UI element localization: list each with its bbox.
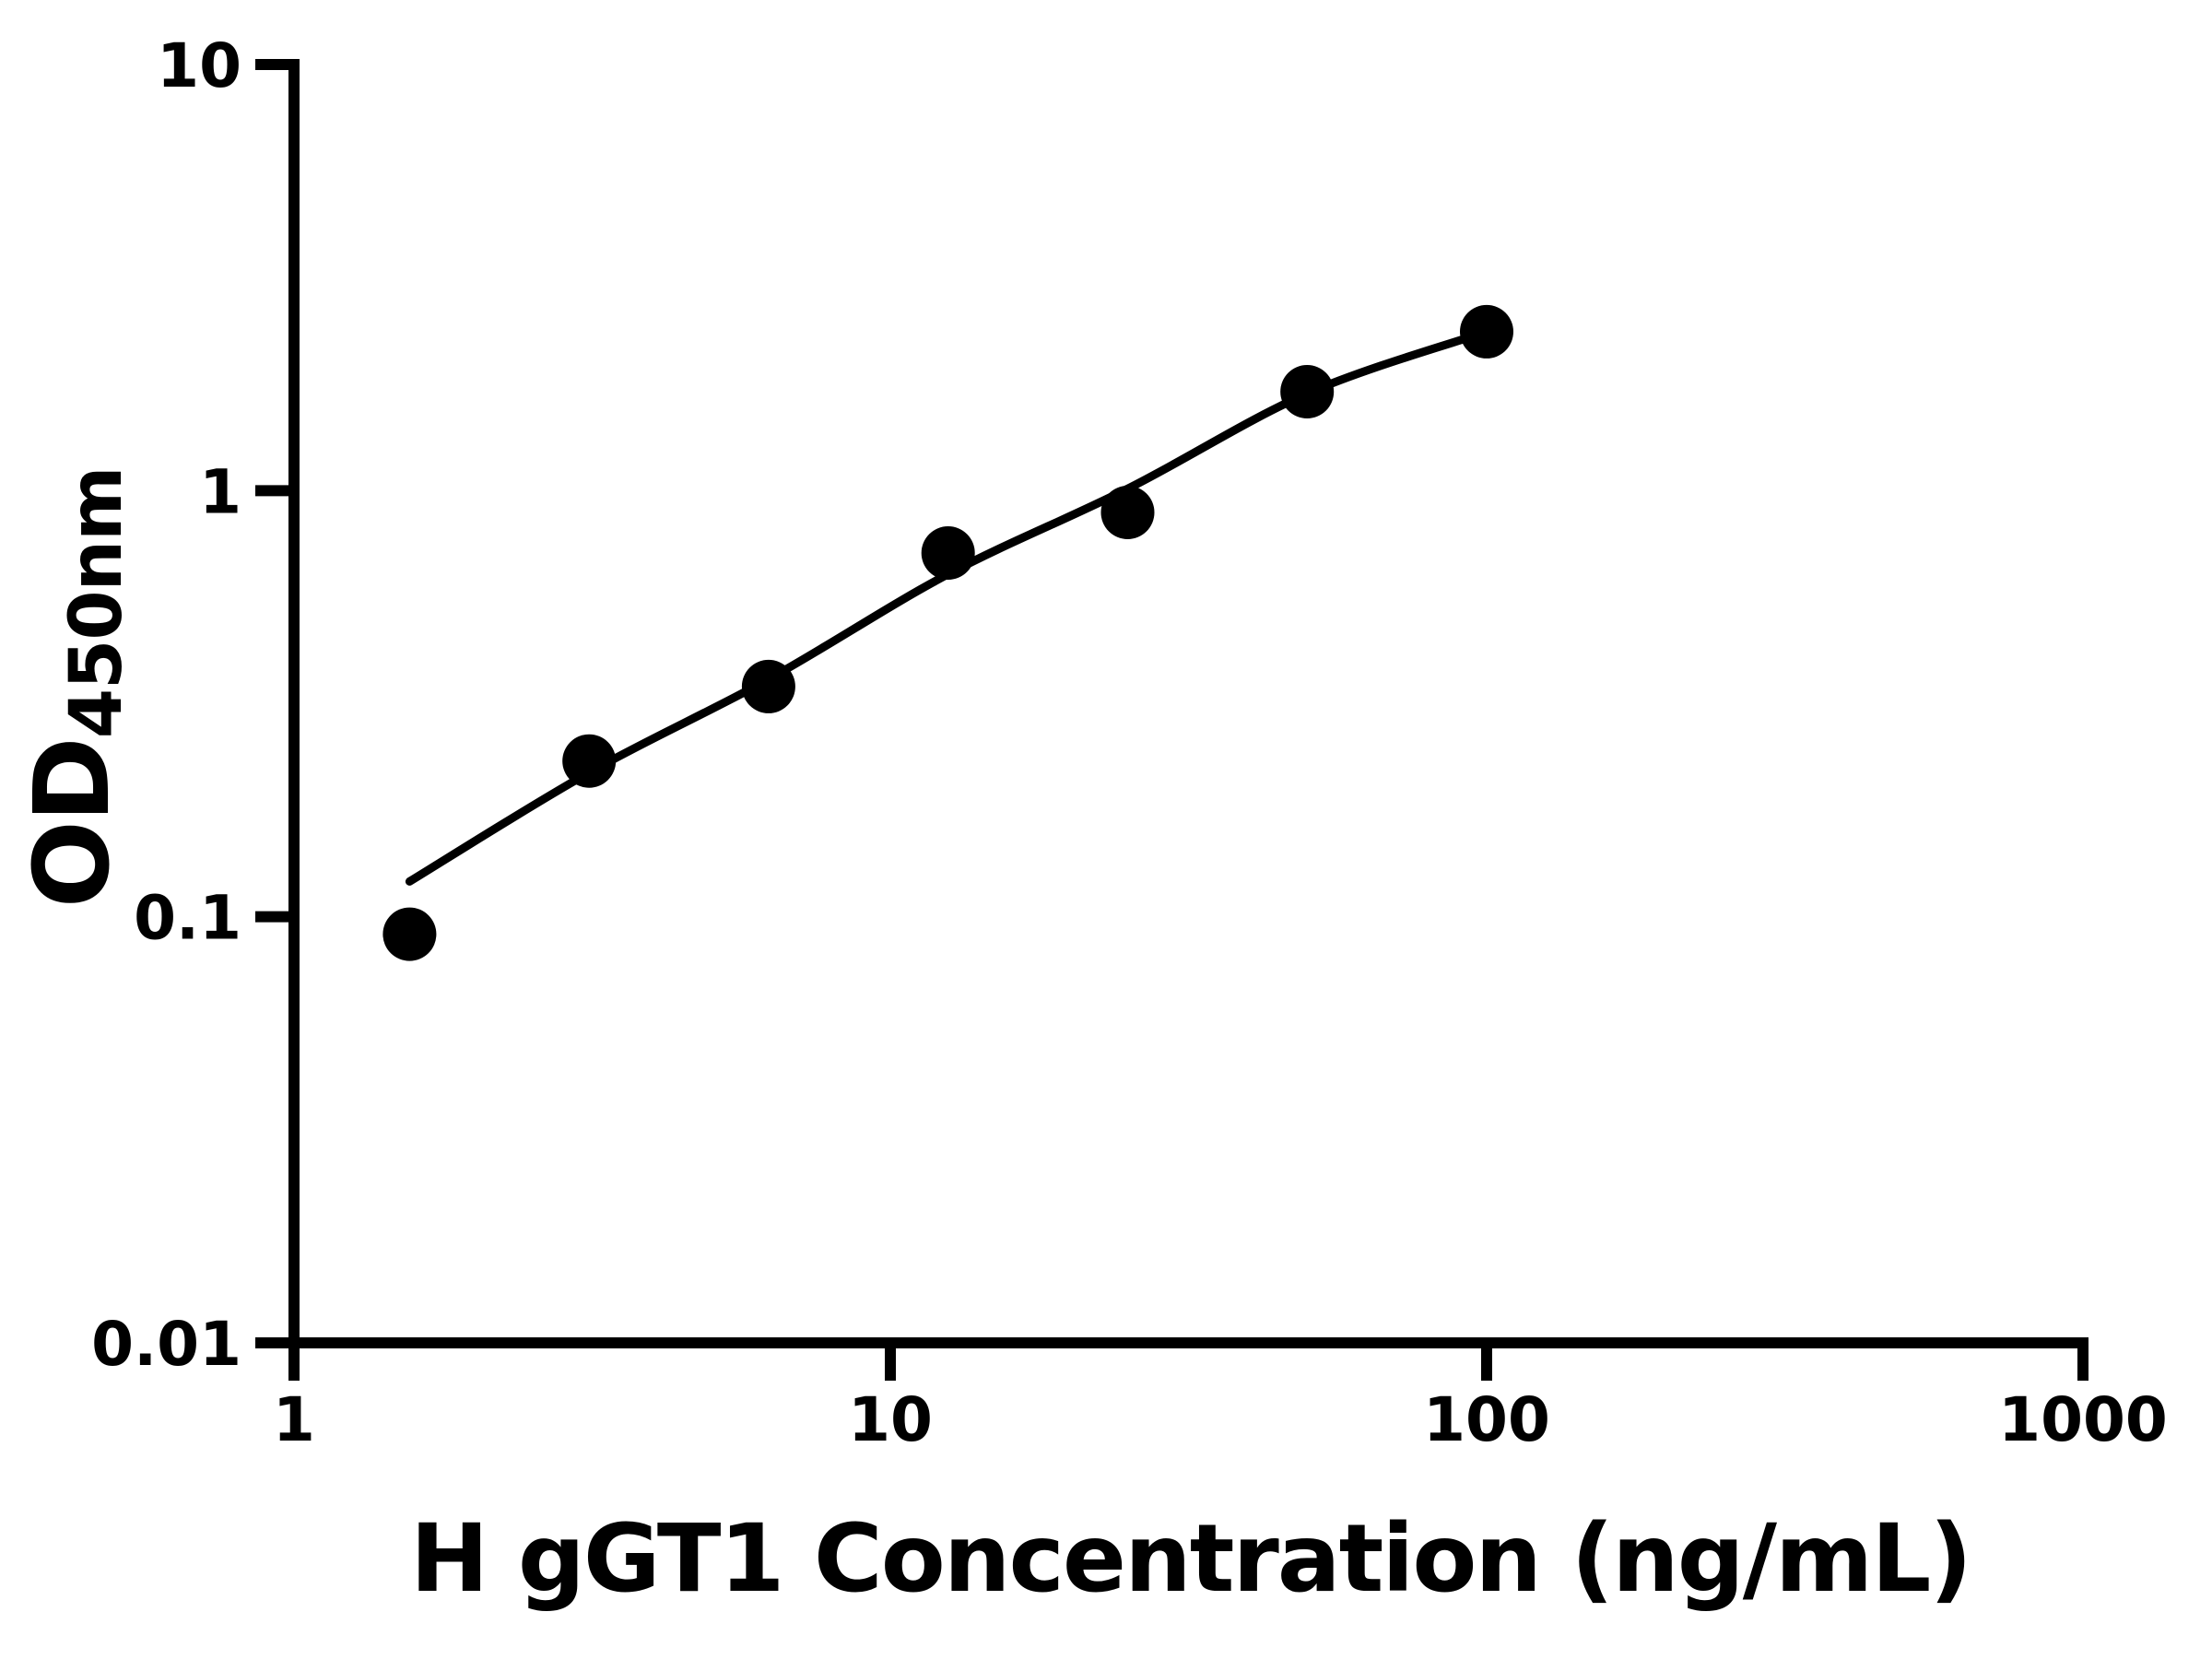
y-tick-label-10: 10 xyxy=(157,30,241,101)
y-tick-label-0.01: 0.01 xyxy=(91,1309,241,1380)
x-tick-label-10: 10 xyxy=(848,1384,933,1455)
y-axis-title-sub: 450nm xyxy=(55,466,138,739)
data-point-1 xyxy=(382,907,437,961)
y-axis-title: OD450nm xyxy=(13,467,138,909)
x-tick-label-1000: 1000 xyxy=(1998,1384,2168,1455)
y-axis-title-main: OD xyxy=(13,738,133,909)
fit-curve xyxy=(405,327,1491,886)
x-tick-label-100: 100 xyxy=(1423,1384,1550,1455)
x-tick-label-1: 1 xyxy=(273,1384,315,1455)
y-tick-label-1: 1 xyxy=(199,456,241,527)
x-axis-title: H gGT1 Concentration (ng/mL) xyxy=(410,1504,1972,1614)
y-tick-label-0.1: 0.1 xyxy=(134,883,241,954)
data-point-2 xyxy=(562,734,617,788)
